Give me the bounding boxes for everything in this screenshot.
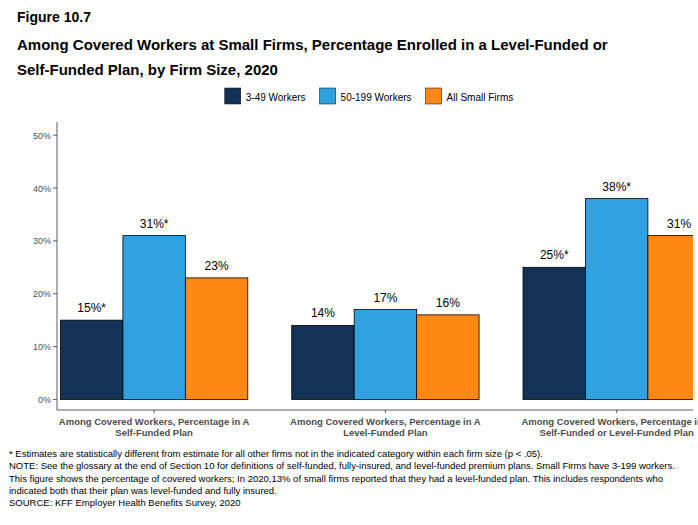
data-label: 31%	[667, 217, 691, 231]
data-label: 16%	[436, 296, 460, 310]
x-tick	[616, 410, 617, 413]
bar	[292, 325, 354, 399]
text-line: indicated both that their plan was level…	[9, 485, 277, 496]
bar	[648, 236, 693, 400]
legend-swatch	[225, 88, 241, 104]
bar	[523, 267, 585, 399]
bar	[417, 315, 479, 400]
note: NOTE: See the glossary at the end of Sec…	[9, 460, 675, 496]
bar	[123, 236, 185, 400]
legend-label: 50-199 Workers	[341, 92, 412, 103]
legend-label: 3-49 Workers	[246, 92, 306, 103]
tick-label: 20%	[33, 289, 51, 299]
tick-mark	[53, 240, 57, 241]
category-label: Among Covered Workers, Percentage in ASe…	[521, 416, 698, 438]
tick-mark	[53, 188, 57, 189]
text-line: NOTE: See the glossary at the end of Sec…	[9, 460, 675, 471]
text-line: Self-Funded Plan	[115, 427, 193, 438]
tick-label: 40%	[33, 184, 51, 194]
data-label: 17%	[373, 291, 397, 305]
text-line: Self-Funded or Level-Funded Plan	[540, 427, 694, 438]
figure-label: Figure 10.7	[17, 9, 91, 25]
y-axis	[57, 122, 58, 410]
legend-swatch	[320, 88, 336, 104]
text-line: * Estimates are statistically different …	[9, 448, 543, 459]
x-tick	[385, 410, 386, 413]
bars	[60, 199, 693, 400]
x-axis	[57, 410, 693, 411]
text-line: SOURCE: KFF Employer Health Benefits Sur…	[9, 497, 241, 508]
legend-label: All Small Firms	[447, 92, 514, 103]
bar	[60, 320, 122, 399]
text-line: This figure shows the percentage of cove…	[9, 473, 663, 484]
legend-swatch	[426, 88, 442, 104]
title: Among Covered Workers at Small Firms, Pe…	[17, 36, 608, 78]
tick-mark	[53, 135, 57, 136]
tick-label: 50%	[33, 131, 51, 141]
x-tick	[154, 410, 155, 413]
tick-mark	[53, 293, 57, 294]
category-label: Among Covered Workers, Percentage in ALe…	[290, 416, 481, 438]
data-label: 25%*	[540, 248, 569, 262]
legend: 3-49 Workers 50-199 Workers All Small Firm…	[225, 88, 513, 104]
data-label: 14%	[311, 306, 335, 320]
chart: Figure 10.7 Among Covered Workers at Smal…	[0, 0, 698, 525]
tick-label: 30%	[33, 236, 51, 246]
data-label: 38%*	[602, 180, 631, 194]
bar	[585, 199, 647, 400]
tick-label: 0%	[38, 395, 51, 405]
bar	[354, 310, 416, 400]
text-line: Among Covered Workers at Small Firms, Pe…	[17, 36, 608, 53]
text-line: Level-Funded Plan	[343, 427, 428, 438]
text-line: Self-Funded Plan, by Firm Size, 2020	[17, 61, 278, 78]
data-labels: 15%* 14% 25%* 31%* 17% 38%* 23% 16% 31%	[77, 180, 691, 321]
text-line: Among Covered Workers, Percentage in A	[59, 416, 250, 427]
text-line: Among Covered Workers, Percentage in A	[290, 416, 481, 427]
text-line: Among Covered Workers, Percentage in A	[521, 416, 698, 427]
data-label: 23%	[205, 259, 229, 273]
tick-mark	[53, 399, 57, 400]
tick-label: 10%	[33, 342, 51, 352]
category-label: Among Covered Workers, Percentage in ASe…	[59, 416, 250, 438]
note: SOURCE: KFF Employer Health Benefits Sur…	[9, 497, 241, 508]
bar	[185, 278, 247, 400]
note: * Estimates are statistically different …	[9, 448, 543, 459]
data-label: 15%*	[77, 301, 106, 315]
tick-mark	[53, 346, 57, 347]
data-label: 31%*	[140, 217, 169, 231]
